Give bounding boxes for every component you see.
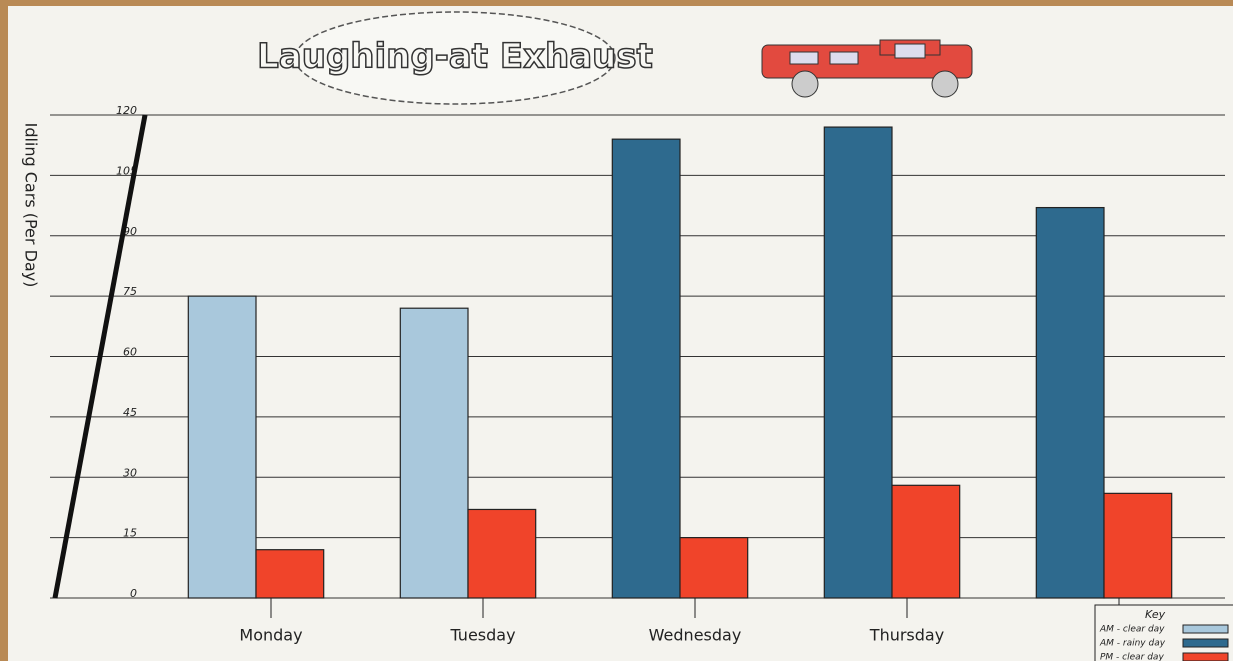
car-drawing <box>761 39 973 98</box>
bar <box>1103 492 1173 599</box>
x-tick-label: Wednesday <box>649 626 742 645</box>
y-tick-label: 30 <box>123 466 137 479</box>
y-tick-label: 15 <box>123 527 137 540</box>
y-tick-label: 45 <box>123 406 137 419</box>
legend-swatch <box>1182 652 1229 661</box>
legend-swatch <box>1182 624 1229 634</box>
bar <box>399 307 469 599</box>
legend-label: AM - clear day <box>1099 625 1165 635</box>
bar <box>467 508 537 599</box>
bar <box>1035 206 1105 599</box>
bar <box>187 295 257 599</box>
y-tick-label: 75 <box>123 285 137 298</box>
bar <box>823 126 893 599</box>
y-tick-label: 90 <box>123 225 137 238</box>
legend-label: AM - rainy day <box>1099 639 1166 649</box>
y-tick-label: 60 <box>123 346 137 359</box>
bar <box>679 537 749 599</box>
bar <box>611 138 681 599</box>
legend-title: Key <box>1145 608 1166 621</box>
y-tick-label: 120 <box>116 104 137 117</box>
y-axis <box>52 114 148 599</box>
chart-title: Laughing-at Exhaust <box>257 37 653 77</box>
bar <box>255 549 325 599</box>
bar <box>891 484 961 599</box>
exhaust-cloud <box>294 11 616 105</box>
y-tick-label: 0 <box>130 587 137 600</box>
x-tick-label: Thursday <box>869 626 944 645</box>
legend-swatch <box>1182 638 1229 648</box>
x-tick-label: Monday <box>239 626 302 645</box>
y-axis-label: Idling Cars (Per Day) <box>22 123 41 288</box>
legend-label: PM - clear day <box>1100 653 1164 661</box>
x-tick-label: Tuesday <box>449 626 515 645</box>
